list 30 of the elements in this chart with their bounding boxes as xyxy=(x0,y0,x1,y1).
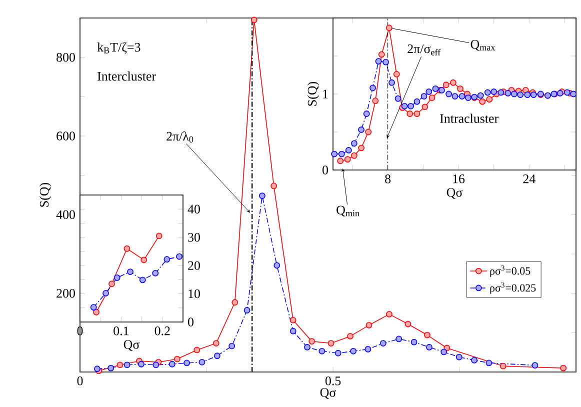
x-axis-title: Qσ xyxy=(320,388,336,399)
x-tick-label: 8 xyxy=(385,174,391,184)
x-axis-title: Qσ xyxy=(446,188,462,199)
y-axis-title: S(Q) xyxy=(39,182,52,207)
annotation: 2π/σ$_{eff}$ xyxy=(408,44,441,56)
y-tick-label: 20 xyxy=(188,261,200,270)
y-tick-label: 400 xyxy=(56,210,75,220)
legend-label: ρσ$^{3}$=0.05 xyxy=(490,266,530,277)
annotation: Q$_{max}$ xyxy=(470,40,496,51)
x-tick-label: 0.2 xyxy=(154,326,170,336)
x-tick-label: 0.1 xyxy=(114,326,129,336)
annotation: Q$_{min}$ xyxy=(336,206,360,216)
y-tick-label: 1 xyxy=(323,90,328,98)
y-tick-label: 200 xyxy=(56,288,75,298)
annotation: 2π/λ$_{0}$ xyxy=(166,131,194,143)
y-tick-label: 40 xyxy=(188,204,200,214)
y-tick-label: 30 xyxy=(188,232,200,242)
annotation: Intercluster xyxy=(98,72,156,81)
legend-label: ρσ$^{3}$=0.025 xyxy=(490,282,536,294)
y-tick-label: 600 xyxy=(56,132,75,140)
x-tick-label: 24 xyxy=(523,174,536,184)
annotation: k$_{B}$T/ζ=3 xyxy=(97,42,140,54)
y-tick-label: 10 xyxy=(188,289,200,298)
y-axis-title: S(Q) xyxy=(307,82,320,106)
y-tick-label: 800 xyxy=(56,52,75,62)
annotation: Intracluster xyxy=(440,114,498,123)
x-axis-title: Qσ xyxy=(124,340,140,351)
x-tick-label: 0.5 xyxy=(325,376,341,386)
x-tick-label: 16 xyxy=(453,174,465,184)
y-tick-label: 0 xyxy=(188,318,194,326)
